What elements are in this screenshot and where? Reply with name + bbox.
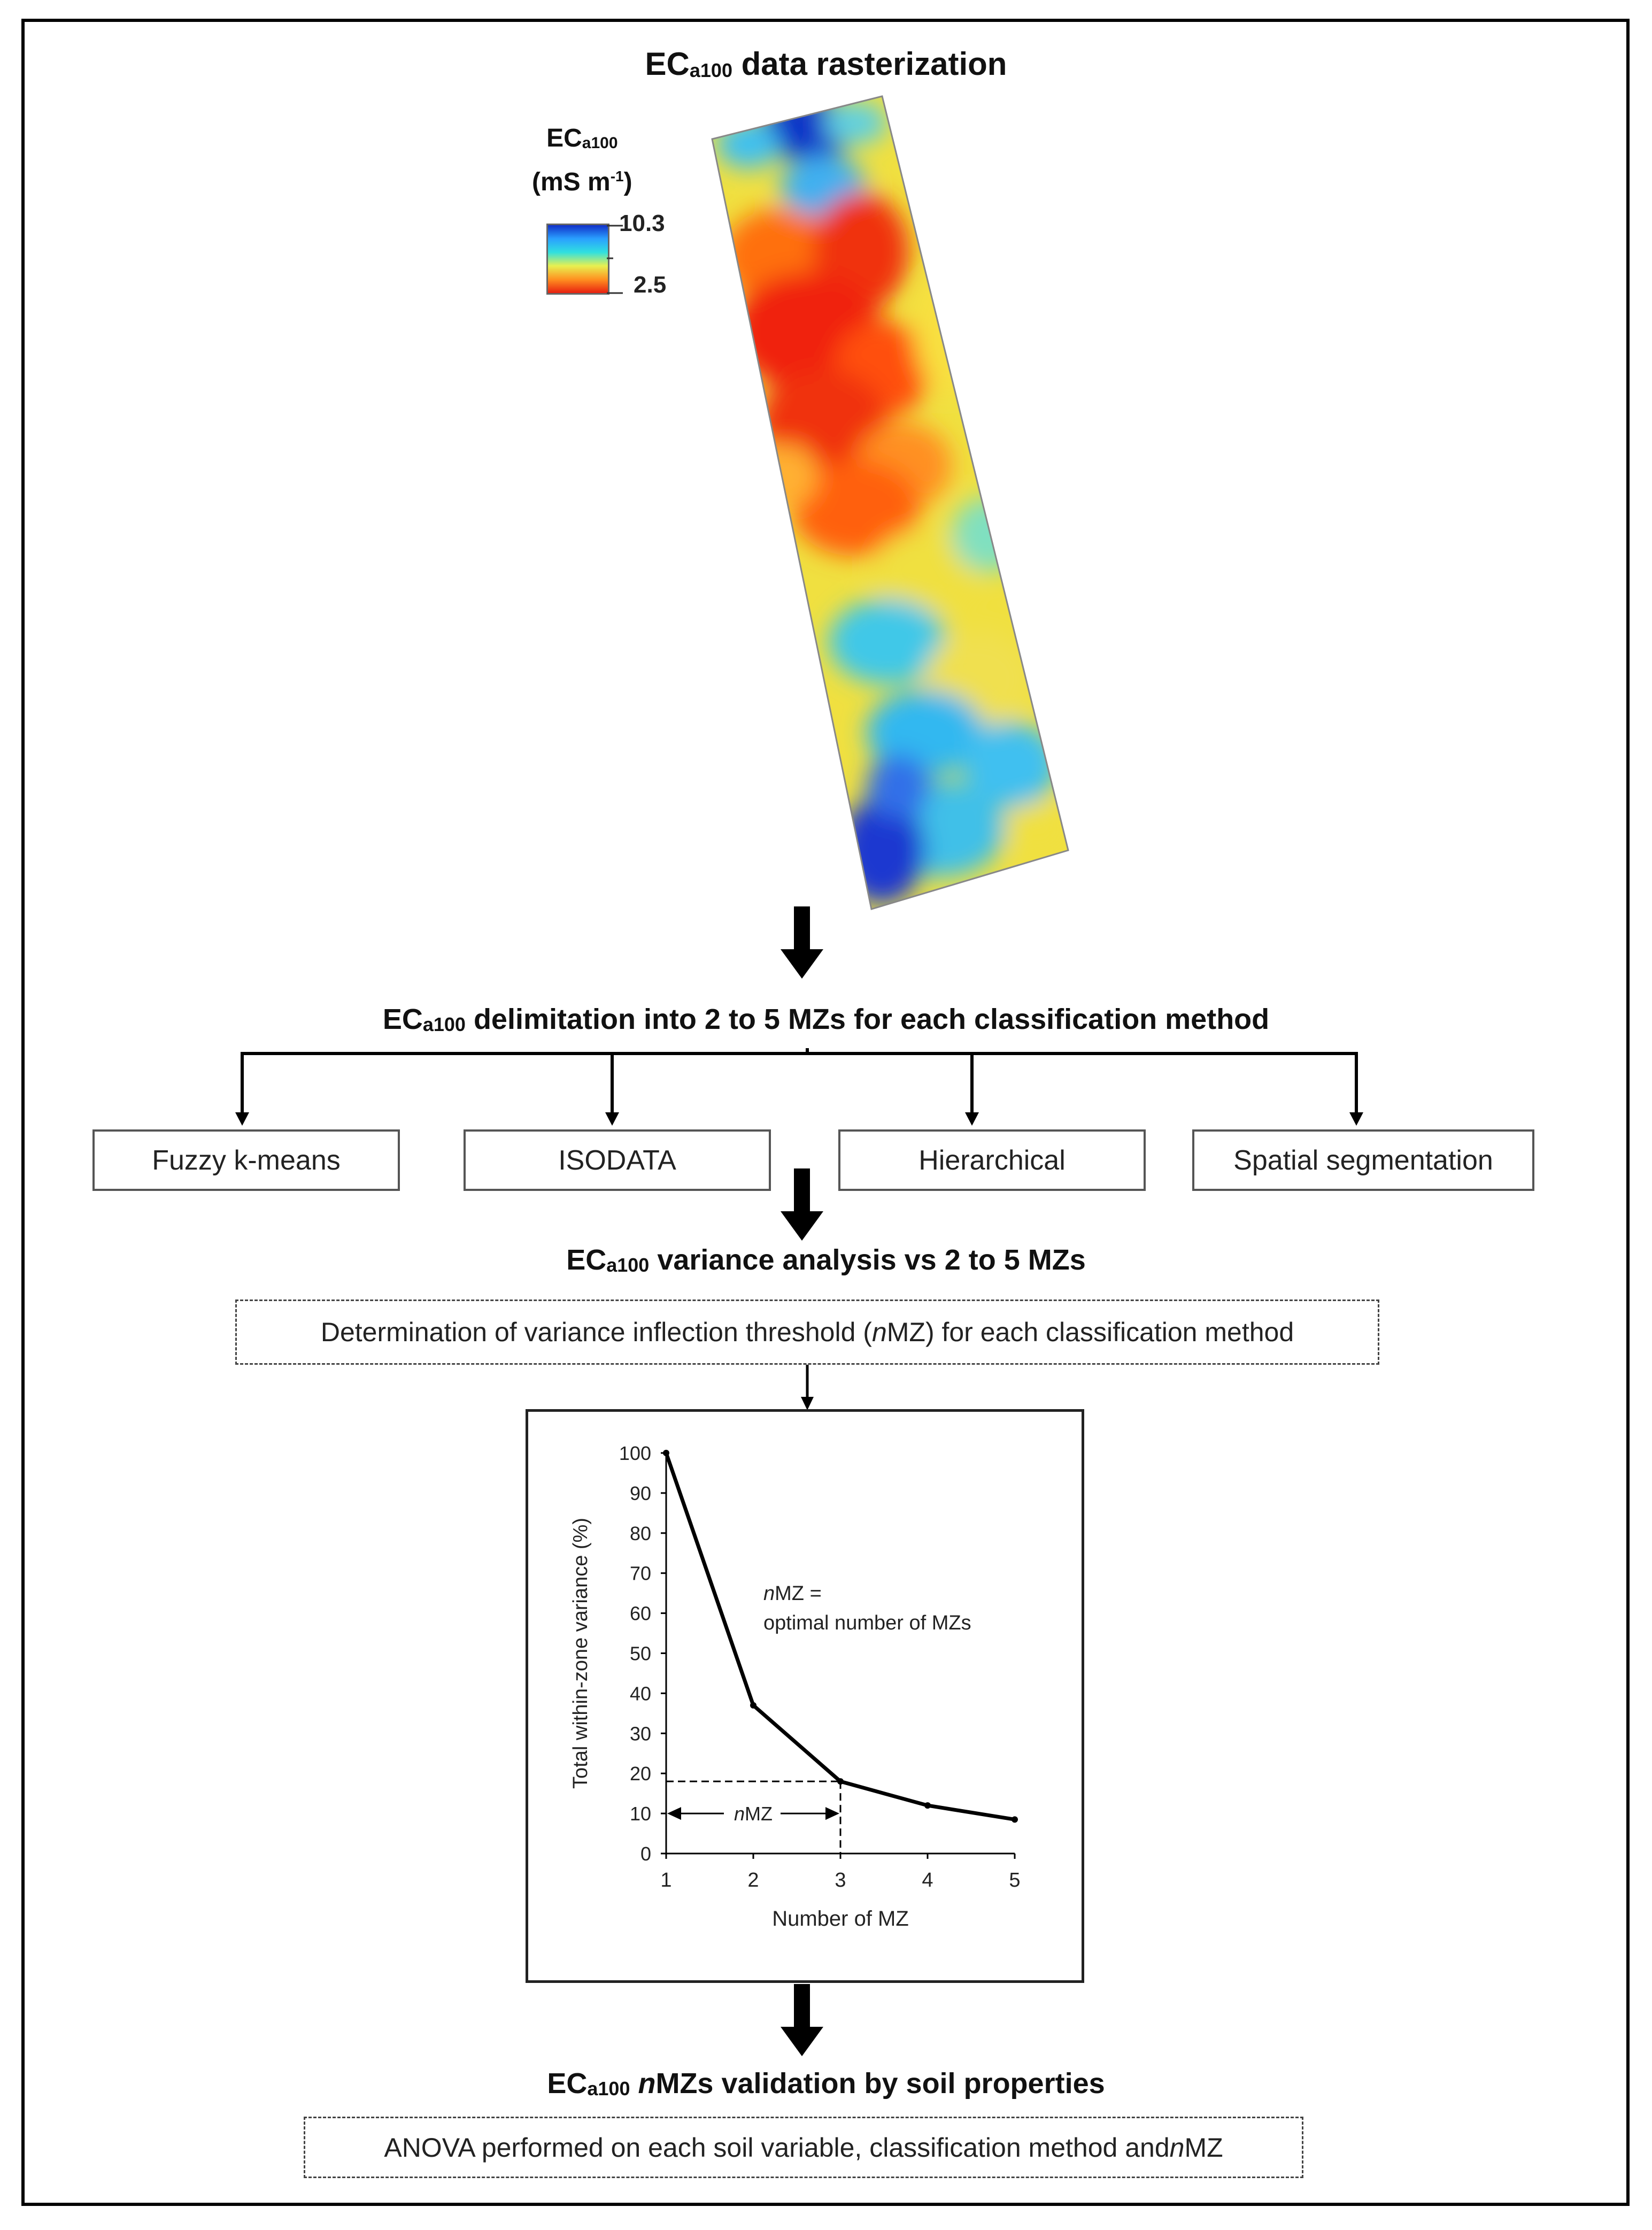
method-spatial-segmentation: Spatial segmentation <box>1192 1129 1534 1191</box>
method-fuzzy-kmeans: Fuzzy k-means <box>92 1129 400 1191</box>
y-axis-label: Total within-zone variance (%) <box>569 1518 592 1789</box>
color-scale-bar <box>546 224 609 295</box>
y-tick-label: 70 <box>630 1563 651 1585</box>
down-arrow-2 <box>781 1168 823 1241</box>
legend-max-label: 10.3 <box>619 210 665 236</box>
nmz-annotation-line1: nMZ = <box>763 1582 822 1605</box>
branch-connectors <box>235 1048 1363 1126</box>
nmz-arrow-label: nMZ <box>734 1803 773 1825</box>
x-tick-label: 2 <box>747 1869 759 1891</box>
variance-chart: 0 10 20 30 40 50 60 70 80 90 100 1 2 3 4 5 Number of MZ T… <box>569 1442 1021 1931</box>
step4-title: ECa100 nMZs validation by soil propertie… <box>547 2067 1105 2100</box>
legend-min-label: 2.5 <box>634 272 667 298</box>
y-tick-label: 50 <box>630 1643 651 1665</box>
data-point <box>663 1450 669 1456</box>
nmz-arrow-left-head <box>667 1807 681 1820</box>
data-point <box>924 1802 931 1809</box>
thin-arrow-to-chart <box>801 1365 814 1410</box>
y-tick-label: 100 <box>619 1442 651 1464</box>
x-axis-label: Number of MZ <box>772 1907 909 1931</box>
y-tick-label: 10 <box>630 1803 651 1825</box>
data-point <box>837 1778 844 1785</box>
y-tick-label: 60 <box>630 1603 651 1625</box>
y-tick-label: 0 <box>640 1843 651 1865</box>
y-tick-label: 20 <box>630 1763 651 1785</box>
anova-box: ANOVA performed on each soil variable, c… <box>304 2117 1303 2178</box>
y-tick-label: 90 <box>630 1482 651 1504</box>
nmz-annotation-line2: optimal number of MZs <box>763 1612 971 1634</box>
method-hierarchical: Hierarchical <box>838 1129 1146 1191</box>
step2-title: ECa100 delimitation into 2 to 5 MZs for … <box>382 1003 1270 1035</box>
ec-raster-map <box>711 95 1069 910</box>
x-tick-label: 4 <box>922 1869 933 1891</box>
x-tick-label: 1 <box>660 1869 671 1891</box>
method-isodata: ISODATA <box>464 1129 771 1191</box>
x-tick-label: 5 <box>1009 1869 1020 1891</box>
nmz-arrow-right-head <box>825 1807 839 1820</box>
legend-title: ECa100 (mS m-1) <box>532 124 632 196</box>
variance-chart-frame <box>526 1409 1084 1983</box>
step3-title: ECa100 variance analysis vs 2 to 5 MZs <box>566 1244 1086 1276</box>
down-arrow-1 <box>781 906 823 979</box>
data-point <box>1012 1816 1018 1823</box>
y-tick-label: 40 <box>630 1682 651 1704</box>
y-tick-label: 30 <box>630 1723 651 1744</box>
variance-series-line <box>664 1452 1015 1821</box>
x-tick-label: 3 <box>835 1869 846 1891</box>
data-point <box>750 1702 756 1709</box>
step1-title: ECa100 data rasterization <box>645 46 1007 82</box>
legend-ticks <box>607 225 623 294</box>
down-arrow-3 <box>781 1984 823 2056</box>
y-tick-label: 80 <box>630 1522 651 1544</box>
variance-threshold-box: Determination of variance inflection thr… <box>235 1299 1379 1365</box>
outer-frame <box>21 19 1630 2206</box>
